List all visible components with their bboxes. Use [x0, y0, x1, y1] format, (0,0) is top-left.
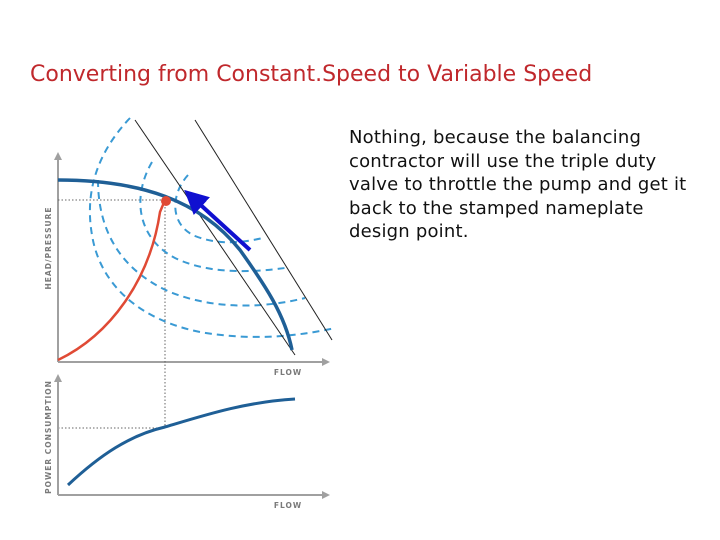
throttle-arrow: [184, 189, 252, 252]
efficiency-island-outer: [88, 117, 336, 338]
system-curve: [57, 199, 167, 362]
bottom-y-axis-label: POWER CONSUMPTION: [44, 380, 53, 494]
body-text: Nothing, because the balancing contracto…: [349, 127, 687, 242]
efficiency-island-second: [97, 179, 306, 307]
bottom-x-axis-label: FLOW: [274, 501, 302, 510]
pump-curve: [57, 178, 294, 351]
efficiency-island-third: [139, 161, 286, 273]
top-x-axis-label: FLOW: [274, 368, 302, 377]
slide-title: Converting from Constant.Speed to Variab…: [30, 62, 593, 87]
bottom-x-axis-arrow: [322, 491, 330, 499]
system-line-left: [134, 119, 296, 356]
bottom-chart-axes: POWER CONSUMPTION FLOW: [44, 374, 330, 510]
system-lines: [134, 119, 333, 356]
operating-point: [161, 196, 171, 206]
top-y-axis-arrow: [54, 152, 62, 160]
top-x-axis-arrow: [322, 358, 330, 366]
system-line-right: [194, 119, 333, 341]
top-chart-axes: HEAD/PRESSURE FLOW: [44, 152, 330, 377]
bottom-y-axis-arrow: [54, 374, 62, 382]
efficiency-islands: [88, 117, 336, 338]
top-y-axis-label: HEAD/PRESSURE: [44, 206, 53, 289]
power-curve: [66, 397, 296, 487]
efficiency-island-inner: [174, 174, 264, 244]
